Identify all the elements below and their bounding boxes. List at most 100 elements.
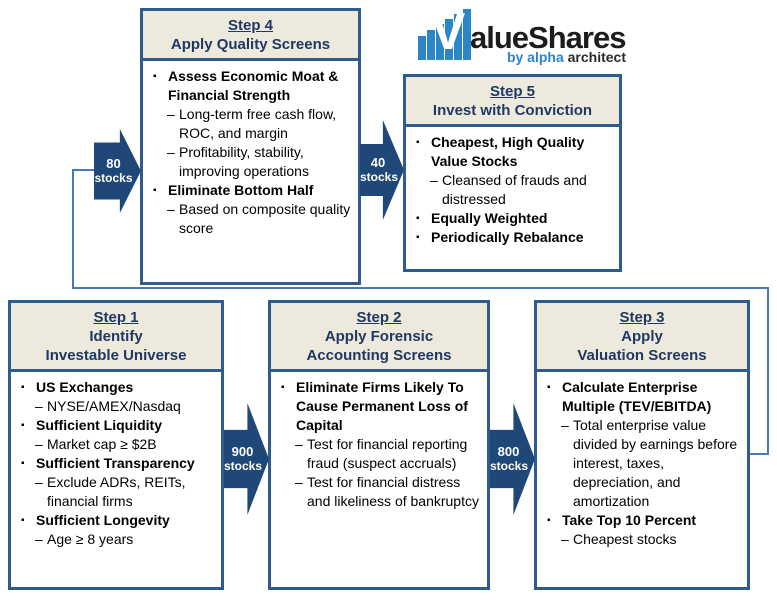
flow-arrow-800-stocks: 800 stocks [490, 403, 535, 515]
dash-marker: – [167, 144, 175, 160]
flow-arrow-900-stocks: 900 stocks [224, 403, 269, 515]
step-2-body: ▪ Eliminate Firms Likely To Cause Permane… [271, 372, 487, 515]
list-item: ▪ Cheapest, High Quality Value Stocks [414, 133, 613, 171]
dash-marker: – [35, 474, 43, 490]
list-item-text: Periodically Rebalance [431, 229, 584, 245]
step-2-subtitle: Apply Forensic [324, 328, 434, 345]
list-item: ▪ Calculate Enterprise Multiple (TEV/EBIT… [545, 378, 741, 416]
step-3-title: Step 3 [619, 309, 665, 326]
bar-chart-icon [418, 9, 472, 60]
dash-marker: – [430, 172, 438, 188]
dash-marker: – [35, 531, 43, 547]
dash-marker: – [167, 201, 175, 217]
square-bullet-icon: ▪ [416, 137, 420, 148]
square-bullet-icon: ▪ [416, 232, 420, 243]
arrow-value: 80 [106, 156, 121, 171]
step-2-box: Step 2 Apply Forensic Accounting Screens… [268, 300, 490, 590]
arrow-label: 80 stocks [94, 156, 141, 186]
list-item: ▪ Sufficient Longevity [19, 511, 215, 530]
step-5-body: ▪ Cheapest, High Quality Value Stocks – Cl… [406, 127, 619, 251]
arrow-label: 900 stocks [224, 444, 269, 474]
list-item-text: Total enterprise value divided by earnin… [573, 417, 738, 509]
list-item-text: Sufficient Longevity [36, 512, 170, 528]
dash-marker: – [35, 436, 43, 452]
step-4-body: ▪ Assess Economic Moat & Financial Streng… [143, 61, 358, 242]
list-item-text: Eliminate Firms Likely To Cause Permanen… [296, 379, 468, 433]
step-2-header: Step 2 Apply Forensic Accounting Screens [271, 303, 487, 372]
list-item-text: Equally Weighted [431, 210, 548, 226]
list-item-text: Market cap ≥ $2B [47, 436, 157, 452]
list-item-text: Assess Economic Moat & Financial Strengt… [168, 68, 339, 103]
arrow-value: 900 [231, 444, 254, 459]
list-item-text: NYSE/AMEX/Nasdaq [47, 398, 181, 414]
list-item-text: Cheapest stocks [573, 531, 677, 547]
tagline-architect: architect [567, 49, 626, 65]
step-3-subtitle-line2: Valuation Screens [577, 347, 707, 364]
arrow-unit: stocks [360, 170, 399, 184]
logo-bar [454, 14, 462, 60]
list-item-text: Age ≥ 8 years [47, 531, 134, 547]
dash-marker: – [295, 436, 303, 452]
list-item-text: Profitability, stability, improving oper… [179, 144, 309, 179]
list-item-text: Eliminate Bottom Half [168, 182, 314, 198]
square-bullet-icon: ▪ [547, 515, 551, 526]
list-item: – NYSE/AMEX/Nasdaq [35, 397, 215, 416]
list-item: ▪ Sufficient Transparency [19, 454, 215, 473]
list-item: – Test for financial reporting fraud (sus… [295, 435, 481, 473]
list-item: ▪ Sufficient Liquidity [19, 416, 215, 435]
list-item: – Long-term free cash flow, ROC, and marg… [167, 105, 352, 143]
step-4-box: Step 4 Apply Quality Screens ▪ Assess Eco… [140, 8, 361, 285]
list-item-text: Cleansed of frauds and distressed [442, 172, 587, 207]
step-1-subtitle: Identify [89, 328, 143, 345]
connector-line-horizontal [72, 287, 769, 289]
step-2-subtitle-line2: Accounting Screens [306, 347, 452, 364]
list-item-text: Test for financial reporting fraud (susp… [307, 436, 468, 471]
arrow-unit: stocks [224, 459, 263, 473]
flow-arrow-80-stocks: 80 stocks [94, 129, 141, 213]
logo-tagline: by alpha architect [507, 49, 626, 65]
step-1-header: Step 1 Identify Investable Universe [11, 303, 221, 372]
square-bullet-icon: ▪ [416, 213, 420, 224]
step-5-title: Step 5 [489, 83, 535, 100]
step-4-title: Step 4 [227, 17, 273, 34]
list-item: – Market cap ≥ $2B [35, 435, 215, 454]
arrow-label: 800 stocks [490, 445, 535, 474]
list-item: – Profitability, stability, improving ope… [167, 143, 352, 181]
step-1-subtitle-line2: Investable Universe [45, 347, 187, 364]
logo-bar [427, 30, 435, 60]
arrow-value: 40 [370, 155, 386, 170]
square-bullet-icon: ▪ [153, 71, 157, 82]
list-item-text: Exclude ADRs, REITs, financial firms [47, 474, 186, 509]
step-3-subtitle: Apply [621, 328, 663, 345]
step-4-header: Step 4 Apply Quality Screens [143, 11, 358, 61]
tagline-by-alpha: by alpha [506, 49, 564, 65]
list-item-text: Sufficient Transparency [36, 455, 195, 471]
connector-line-left-vertical [72, 169, 74, 289]
list-item-text: Calculate Enterprise Multiple (TEV/EBITD… [562, 379, 712, 414]
list-item: ▪ US Exchanges [19, 378, 215, 397]
square-bullet-icon: ▪ [547, 382, 551, 393]
list-item: ▪ Take Top 10 Percent [545, 511, 741, 530]
logo-bar [463, 9, 471, 60]
arrow-unit: stocks [94, 171, 133, 185]
square-bullet-icon: ▪ [21, 515, 25, 526]
step-3-box: Step 3 Apply Valuation Screens ▪ Calculat… [534, 300, 750, 590]
dash-marker: – [35, 398, 43, 414]
connector-line-top [72, 169, 96, 171]
arrow-label: 40 stocks [360, 155, 404, 185]
list-item-text: Long-term free cash flow, ROC, and margi… [179, 106, 337, 141]
logo-bar [418, 36, 426, 60]
list-item: – Based on composite quality score [167, 200, 352, 238]
list-item: – Age ≥ 8 years [35, 530, 215, 549]
dash-marker: – [561, 417, 569, 433]
step-2-title: Step 2 [356, 309, 402, 326]
list-item-text: Take Top 10 Percent [562, 512, 697, 528]
step-1-box: Step 1 Identify Investable Universe ▪ US … [8, 300, 224, 590]
valueshares-logo: V alueShares by alpha architect [418, 3, 628, 65]
list-item-text: US Exchanges [36, 379, 134, 395]
list-item: – Total enterprise value divided by earni… [561, 416, 741, 511]
step-1-body: ▪ US Exchanges – NYSE/AMEX/Nasdaq ▪ Suffici… [11, 372, 221, 553]
step-3-header: Step 3 Apply Valuation Screens [537, 303, 747, 372]
step-4-subtitle: Apply Quality Screens [170, 36, 331, 53]
